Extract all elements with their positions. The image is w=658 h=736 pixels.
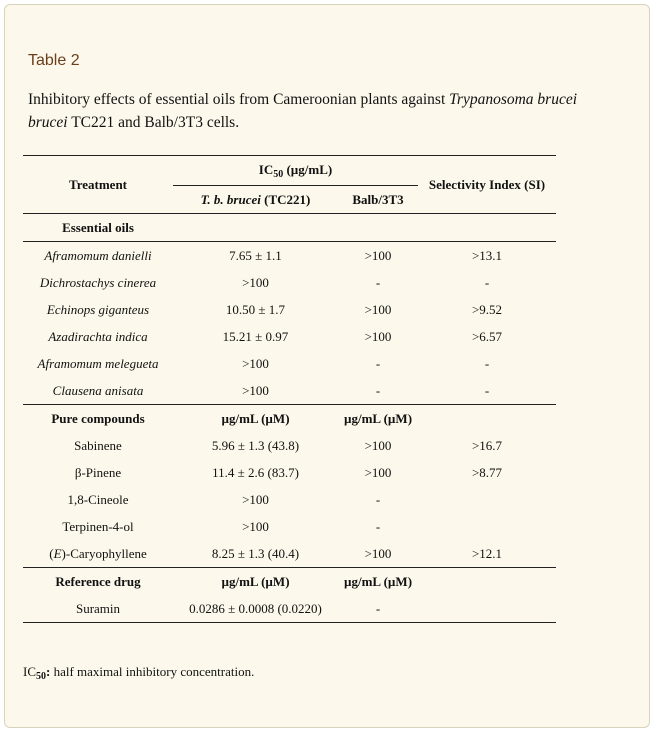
compound-name: Sabinene xyxy=(23,432,173,459)
oil-tbb-value: 10.50 ± 1.7 xyxy=(225,301,286,317)
oil-balb-value: >100 xyxy=(364,328,392,344)
section-reference-drug: Reference drug xyxy=(55,573,141,589)
footnote-ic: IC xyxy=(23,664,36,679)
header-tbb: T. b. brucei (TC221) xyxy=(173,186,338,214)
tbb-rest: (TC221) xyxy=(260,191,311,207)
compound-balb-value: >100 xyxy=(364,437,392,453)
table-row: Clausena anisata >100 - - xyxy=(23,377,556,405)
compound-label: β-Pinene xyxy=(74,464,122,480)
header-ic50: IC50 (µg/mL) xyxy=(173,155,418,186)
oil-name: Aframomum danielli xyxy=(44,247,152,263)
ic50-label: IC xyxy=(258,161,274,177)
oil-si-value: >6.57 xyxy=(471,328,503,344)
table-row: Aframomum melegueta >100 - - xyxy=(23,350,556,377)
compound-label: -Caryophyllene xyxy=(65,545,147,561)
compound-prefix: E xyxy=(53,545,62,561)
header-selectivity: Selectivity Index (SI) xyxy=(418,155,556,214)
footnote-sub: 50 xyxy=(36,671,46,682)
ref-unit-tbb: µg/mL (µM) xyxy=(221,573,290,589)
table-caption: Inhibitory effects of essential oils fro… xyxy=(28,88,618,134)
compound-balb-value: - xyxy=(375,518,381,534)
compound-label: Sabinene xyxy=(74,437,122,453)
compound-label: 1,8-Cineole xyxy=(67,491,129,507)
oil-name: Clausena anisata xyxy=(52,382,144,398)
compound-balb-value: >100 xyxy=(364,545,392,561)
compound-tbb-value: 11.4 ± 2.6 (83.7) xyxy=(212,464,299,480)
table-label: Table 2 xyxy=(28,52,80,69)
caption-italic: Trypanosoma brucei brucei xyxy=(28,91,578,131)
oil-si-value: - xyxy=(484,274,490,290)
section-pure-compounds: Pure compounds xyxy=(51,410,145,426)
oil-si-value: - xyxy=(484,355,490,371)
compound-si-value: >8.77 xyxy=(471,464,503,480)
oil-tbb-value: >100 xyxy=(242,274,269,290)
pure-unit-tbb: µg/mL (µM) xyxy=(221,410,290,426)
oil-tbb-value: >100 xyxy=(242,382,269,398)
oil-si-value: - xyxy=(484,382,490,398)
section-essential-oils: Essential oils xyxy=(62,219,134,235)
compound-si-value: >16.7 xyxy=(471,437,503,453)
footnote-colon: : xyxy=(46,664,51,679)
header-treatment: Treatment xyxy=(23,155,173,214)
oil-si-value: >9.52 xyxy=(471,301,503,317)
tbb-italic: T. b. brucei xyxy=(200,191,261,207)
oil-si-value: >13.1 xyxy=(471,247,503,263)
reference-name: Suramin xyxy=(75,600,121,616)
ref-unit-balb: µg/mL (µM) xyxy=(343,573,413,589)
pure-compounds-body: Sabinene 5.96 ± 1.3 (43.8) >100 >16.7 β-Pine… xyxy=(23,432,556,568)
compound-label: Terpinen-4-ol xyxy=(62,518,134,534)
compound-tbb-value: 8.25 ± 1.3 (40.4) xyxy=(211,545,300,561)
reference-tbb-value: 0.0286 ± 0.0008 (0.0220) xyxy=(189,600,322,616)
oil-balb-value: >100 xyxy=(364,247,392,263)
ic50-unit: (µg/mL) xyxy=(283,161,333,177)
table-row: 1,8-Cineole >100 - xyxy=(23,486,556,513)
compound-name: Terpinen-4-ol xyxy=(23,513,173,540)
table-row: Sabinene 5.96 ± 1.3 (43.8) >100 >16.7 xyxy=(23,432,556,459)
oil-tbb-value: 7.65 ± 1.1 xyxy=(229,247,282,263)
compound-tbb-value: 5.96 ± 1.3 (43.8) xyxy=(211,437,300,453)
compound-si-value: >12.1 xyxy=(471,545,503,561)
compound-si-value xyxy=(418,486,556,513)
compound-name: 1,8-Cineole xyxy=(23,486,173,513)
compound-si-value xyxy=(418,513,556,540)
oil-tbb-value: 15.21 ± 0.97 xyxy=(222,328,289,344)
caption-text: Inhibitory effects of essential oils fro… xyxy=(28,91,450,108)
reference-si-value xyxy=(418,595,556,623)
compound-name: β-Pinene xyxy=(23,459,173,486)
compound-balb-value: - xyxy=(375,491,381,507)
oil-name: Echinops giganteus xyxy=(46,301,150,317)
essential-oils-body: Aframomum danielli 7.65 ± 1.1 >100 >13.1 Dic… xyxy=(23,242,556,405)
reference-balb-value: - xyxy=(375,600,381,616)
table-row: Echinops giganteus 10.50 ± 1.7 >100 >9.52 xyxy=(23,296,556,323)
header-balb: Balb/3T3 xyxy=(352,191,404,207)
table-row: (E)-Caryophyllene 8.25 ± 1.3 (40.4) >100 >1… xyxy=(23,540,556,568)
oil-balb-value: - xyxy=(375,355,381,371)
table-row: Terpinen-4-ol >100 - xyxy=(23,513,556,540)
compound-tbb-value: >100 xyxy=(242,518,269,534)
footnote-text: half maximal inhibitory concentration. xyxy=(50,664,255,679)
caption-text-end: TC221 and Balb/3T3 cells. xyxy=(67,114,240,131)
pure-unit-balb: µg/mL (µM) xyxy=(343,410,413,426)
table-row: Dichrostachys cinerea >100 - - xyxy=(23,269,556,296)
table-row: Aframomum danielli 7.65 ± 1.1 >100 >13.1 xyxy=(23,242,556,270)
compound-tbb-value: >100 xyxy=(242,491,269,507)
table-row: Suramin 0.0286 ± 0.0008 (0.0220) - xyxy=(23,595,556,623)
compound-balb-value: >100 xyxy=(364,464,392,480)
table-row: β-Pinene 11.4 ± 2.6 (83.7) >100 >8.77 xyxy=(23,459,556,486)
table-panel: Table 2 Inhibitory effects of essential … xyxy=(4,4,650,728)
compound-name: (E)-Caryophyllene xyxy=(49,545,147,561)
oil-balb-value: - xyxy=(375,382,381,398)
oil-name: Dichrostachys cinerea xyxy=(39,274,157,290)
table-row: Azadirachta indica 15.21 ± 0.97 >100 >6.57 xyxy=(23,323,556,350)
oil-balb-value: >100 xyxy=(364,301,392,317)
data-table: Treatment IC50 (µg/mL) Selectivity Index… xyxy=(23,155,556,623)
oil-name: Azadirachta indica xyxy=(48,328,148,344)
reference-body: Suramin 0.0286 ± 0.0008 (0.0220) - xyxy=(23,595,556,623)
footnote: IC50: half maximal inhibitory concentrat… xyxy=(23,664,254,682)
oil-name: Aframomum melegueta xyxy=(37,355,159,371)
ic50-sub: 50 xyxy=(273,168,284,180)
oil-tbb-value: >100 xyxy=(242,355,269,371)
oil-balb-value: - xyxy=(375,274,381,290)
